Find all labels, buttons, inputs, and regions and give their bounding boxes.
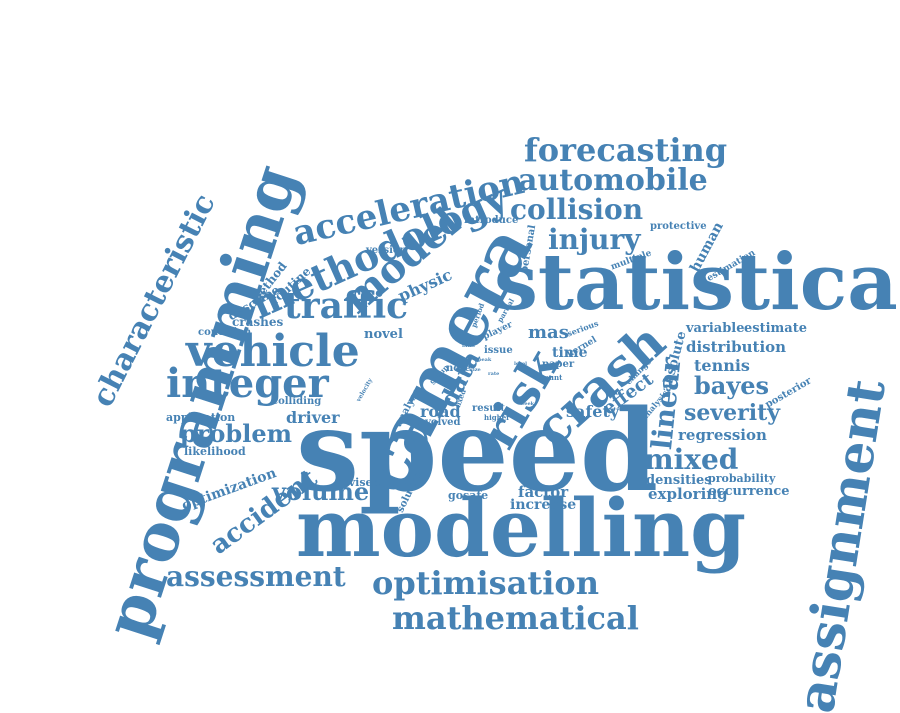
word-protective: protective <box>650 221 707 232</box>
word-distribution: distribution <box>686 338 787 356</box>
word-issue: issue <box>484 345 513 356</box>
word-volume: volume <box>272 477 370 506</box>
word-application: application <box>166 411 236 424</box>
word-colliding: colliding <box>272 396 322 407</box>
word-forecasting: forecasting <box>524 131 728 169</box>
word-novel: novel <box>364 327 403 342</box>
word-automobile: automobile <box>518 163 708 198</box>
word-crashes: crashes <box>232 315 284 329</box>
word-factor: factor <box>518 483 569 501</box>
word-note: note <box>446 363 471 374</box>
word-assignment: assignment <box>785 375 898 713</box>
word-optimisation: optimisation <box>372 564 599 602</box>
word-injury: injury <box>548 223 641 256</box>
word-fatal: fatal <box>462 343 475 349</box>
word-exploring: exploring <box>648 485 728 503</box>
word-variable: variable <box>686 321 745 336</box>
word-size: size <box>470 367 481 373</box>
word-safety: safety <box>566 402 620 421</box>
word-tennis: tennis <box>694 356 750 375</box>
word-increase: increase <box>510 497 577 513</box>
word-result: result <box>472 403 505 414</box>
word-gosafe: gosafe <box>448 489 489 502</box>
word-traffic: traffic <box>284 285 409 327</box>
word-revised: revised <box>336 476 381 489</box>
word-modelling: modelling <box>296 481 747 575</box>
word-mixed: mixed <box>644 443 739 476</box>
word-introduce: introduce <box>464 215 519 226</box>
word-driver: driver <box>286 408 340 427</box>
word-integer: integer <box>166 360 329 407</box>
word-occurrence: occurrence <box>708 484 790 499</box>
word-level: level <box>514 361 528 367</box>
word-higher: higher <box>484 413 510 422</box>
word-probability: probability <box>708 472 776 485</box>
word-regression: regression <box>678 426 767 444</box>
word-severity: severity <box>684 400 781 426</box>
word-paper: paper <box>542 359 575 370</box>
word-statistical: statistical <box>494 237 900 328</box>
word-week: week <box>520 401 535 407</box>
word-collision: collision <box>510 193 644 226</box>
word-mas: mas <box>528 322 569 343</box>
word-speed: speed <box>296 386 659 517</box>
word-posterior: posterior <box>763 375 814 411</box>
word-involved: involved <box>414 417 461 428</box>
word-condition: condition <box>198 327 252 338</box>
word-rate: rate <box>488 371 500 377</box>
word-densities: densities <box>646 473 712 488</box>
word-count: count <box>540 373 563 382</box>
word-peak: peak <box>478 357 492 363</box>
word-mathematical: mathematical <box>392 599 639 637</box>
word-road: road <box>420 402 461 421</box>
word-estimate: estimate <box>744 321 807 336</box>
word-bayes: bayes <box>694 371 770 400</box>
word-problem: problem <box>180 419 292 448</box>
word-likelihood: likelihood <box>184 445 246 458</box>
word-version: version <box>366 245 407 256</box>
word-assessment: assessment <box>166 560 346 593</box>
word-time: time <box>552 345 588 361</box>
word-vehicle: vehicle <box>186 326 360 377</box>
